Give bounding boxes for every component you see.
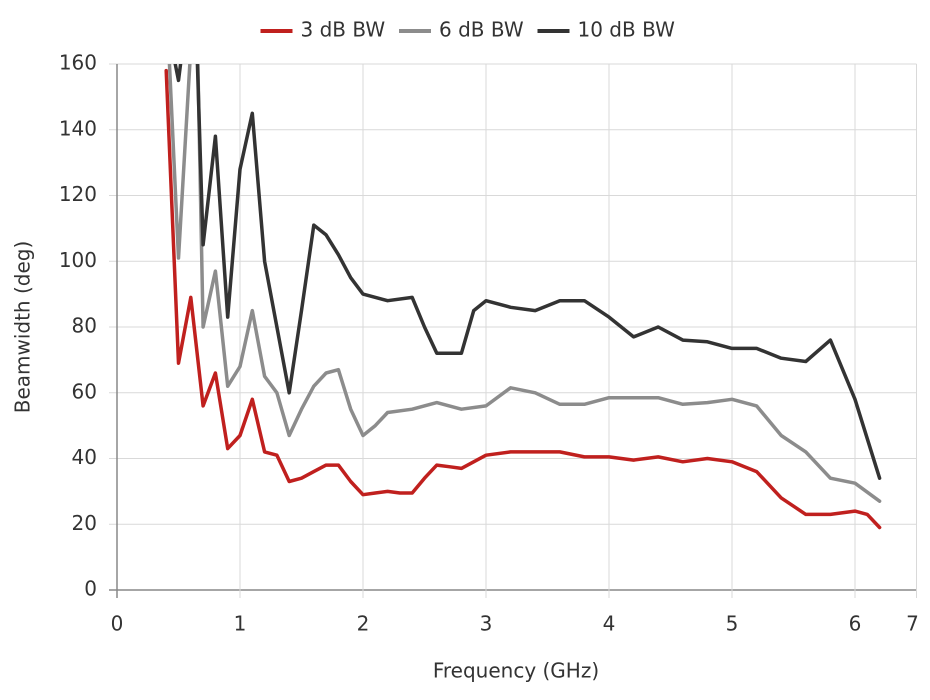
x-tick-label: 5 [726, 612, 739, 636]
x-tick-label: 0 [111, 612, 124, 636]
series-line [167, 64, 882, 503]
legend-label: 10 dB BW [578, 18, 676, 42]
y-tick-label: 20 [72, 511, 97, 535]
y-tick-label: 80 [72, 314, 97, 338]
y-tick-label: 100 [59, 248, 97, 272]
x-tick-label: 6 [849, 612, 862, 636]
legend-label: 3 dB BW [301, 18, 386, 42]
x-axis-title: Frequency (GHz) [433, 659, 599, 683]
series-line [173, 64, 882, 480]
legend-label: 6 dB BW [439, 18, 524, 42]
x-tick-label: 3 [480, 612, 493, 636]
y-axis-title: Beamwidth (deg) [11, 241, 35, 414]
y-tick-label: 120 [59, 182, 97, 206]
lines [164, 64, 882, 530]
x-tick-label: 7 [906, 612, 919, 636]
grid [109, 63, 917, 598]
y-tick-label: 0 [84, 577, 97, 601]
y-tick-label: 40 [72, 445, 97, 469]
series-line [164, 68, 882, 530]
x-tick-label: 2 [357, 612, 370, 636]
y-tick-label: 160 [59, 51, 97, 75]
x-tick-label: 1 [234, 612, 247, 636]
y-tick-label: 140 [59, 116, 97, 140]
y-tick-label: 60 [72, 379, 97, 403]
x-tick-label: 4 [603, 612, 616, 636]
labels: 0 20 40 60 80 100 120 140 160 0 1 2 3 4 5 6 7 3 dB BW 6 dB… [59, 18, 919, 636]
